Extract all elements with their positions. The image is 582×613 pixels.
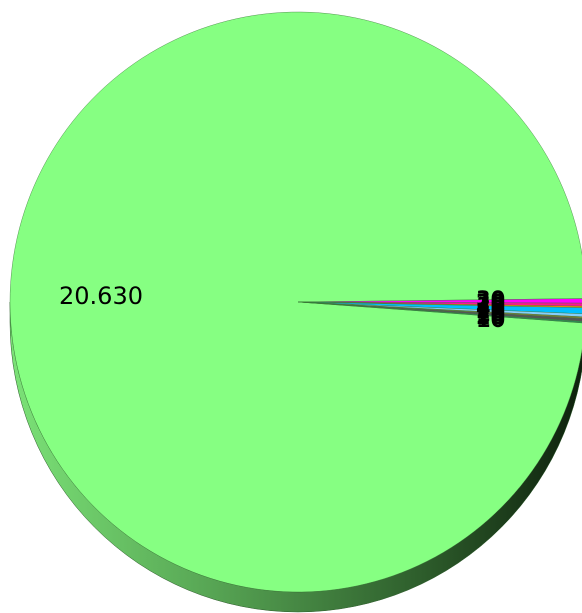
pie-slice-1 bbox=[297, 298, 582, 304]
pie-slice-4 bbox=[297, 301, 582, 314]
pie-slice-0 bbox=[9, 11, 582, 593]
pie-slice-2 bbox=[297, 301, 582, 307]
slice-label-6: 10 bbox=[476, 302, 505, 326]
slice-label-2: 20 bbox=[476, 290, 505, 314]
pie-top bbox=[9, 11, 582, 593]
slice-label-1: 30 bbox=[476, 287, 505, 311]
slice-label-7: 20 bbox=[476, 305, 505, 329]
slice-label-4: 40 bbox=[476, 296, 505, 320]
slice-label-3: 10 bbox=[476, 293, 505, 317]
slice-label-0: 20.630 bbox=[59, 282, 143, 310]
slice-label-8: 10 bbox=[476, 308, 505, 332]
pie-slice-8 bbox=[297, 301, 582, 324]
slice-label-5: 20 bbox=[476, 299, 505, 323]
